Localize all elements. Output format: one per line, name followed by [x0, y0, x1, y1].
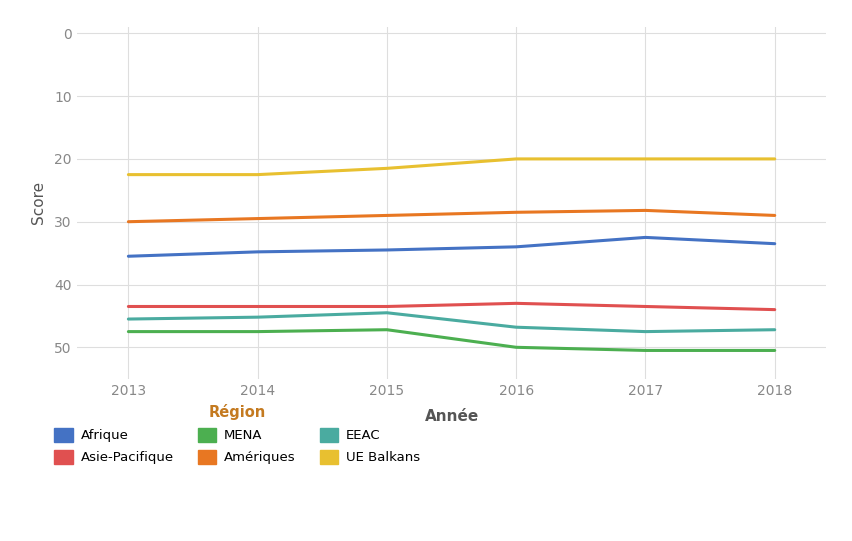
- Legend: Afrique, Asie-Pacifique, MENA, Amériques, EEAC, UE Balkans: Afrique, Asie-Pacifique, MENA, Amériques…: [49, 399, 425, 470]
- Y-axis label: Score: Score: [31, 181, 46, 225]
- X-axis label: Année: Année: [424, 408, 479, 424]
